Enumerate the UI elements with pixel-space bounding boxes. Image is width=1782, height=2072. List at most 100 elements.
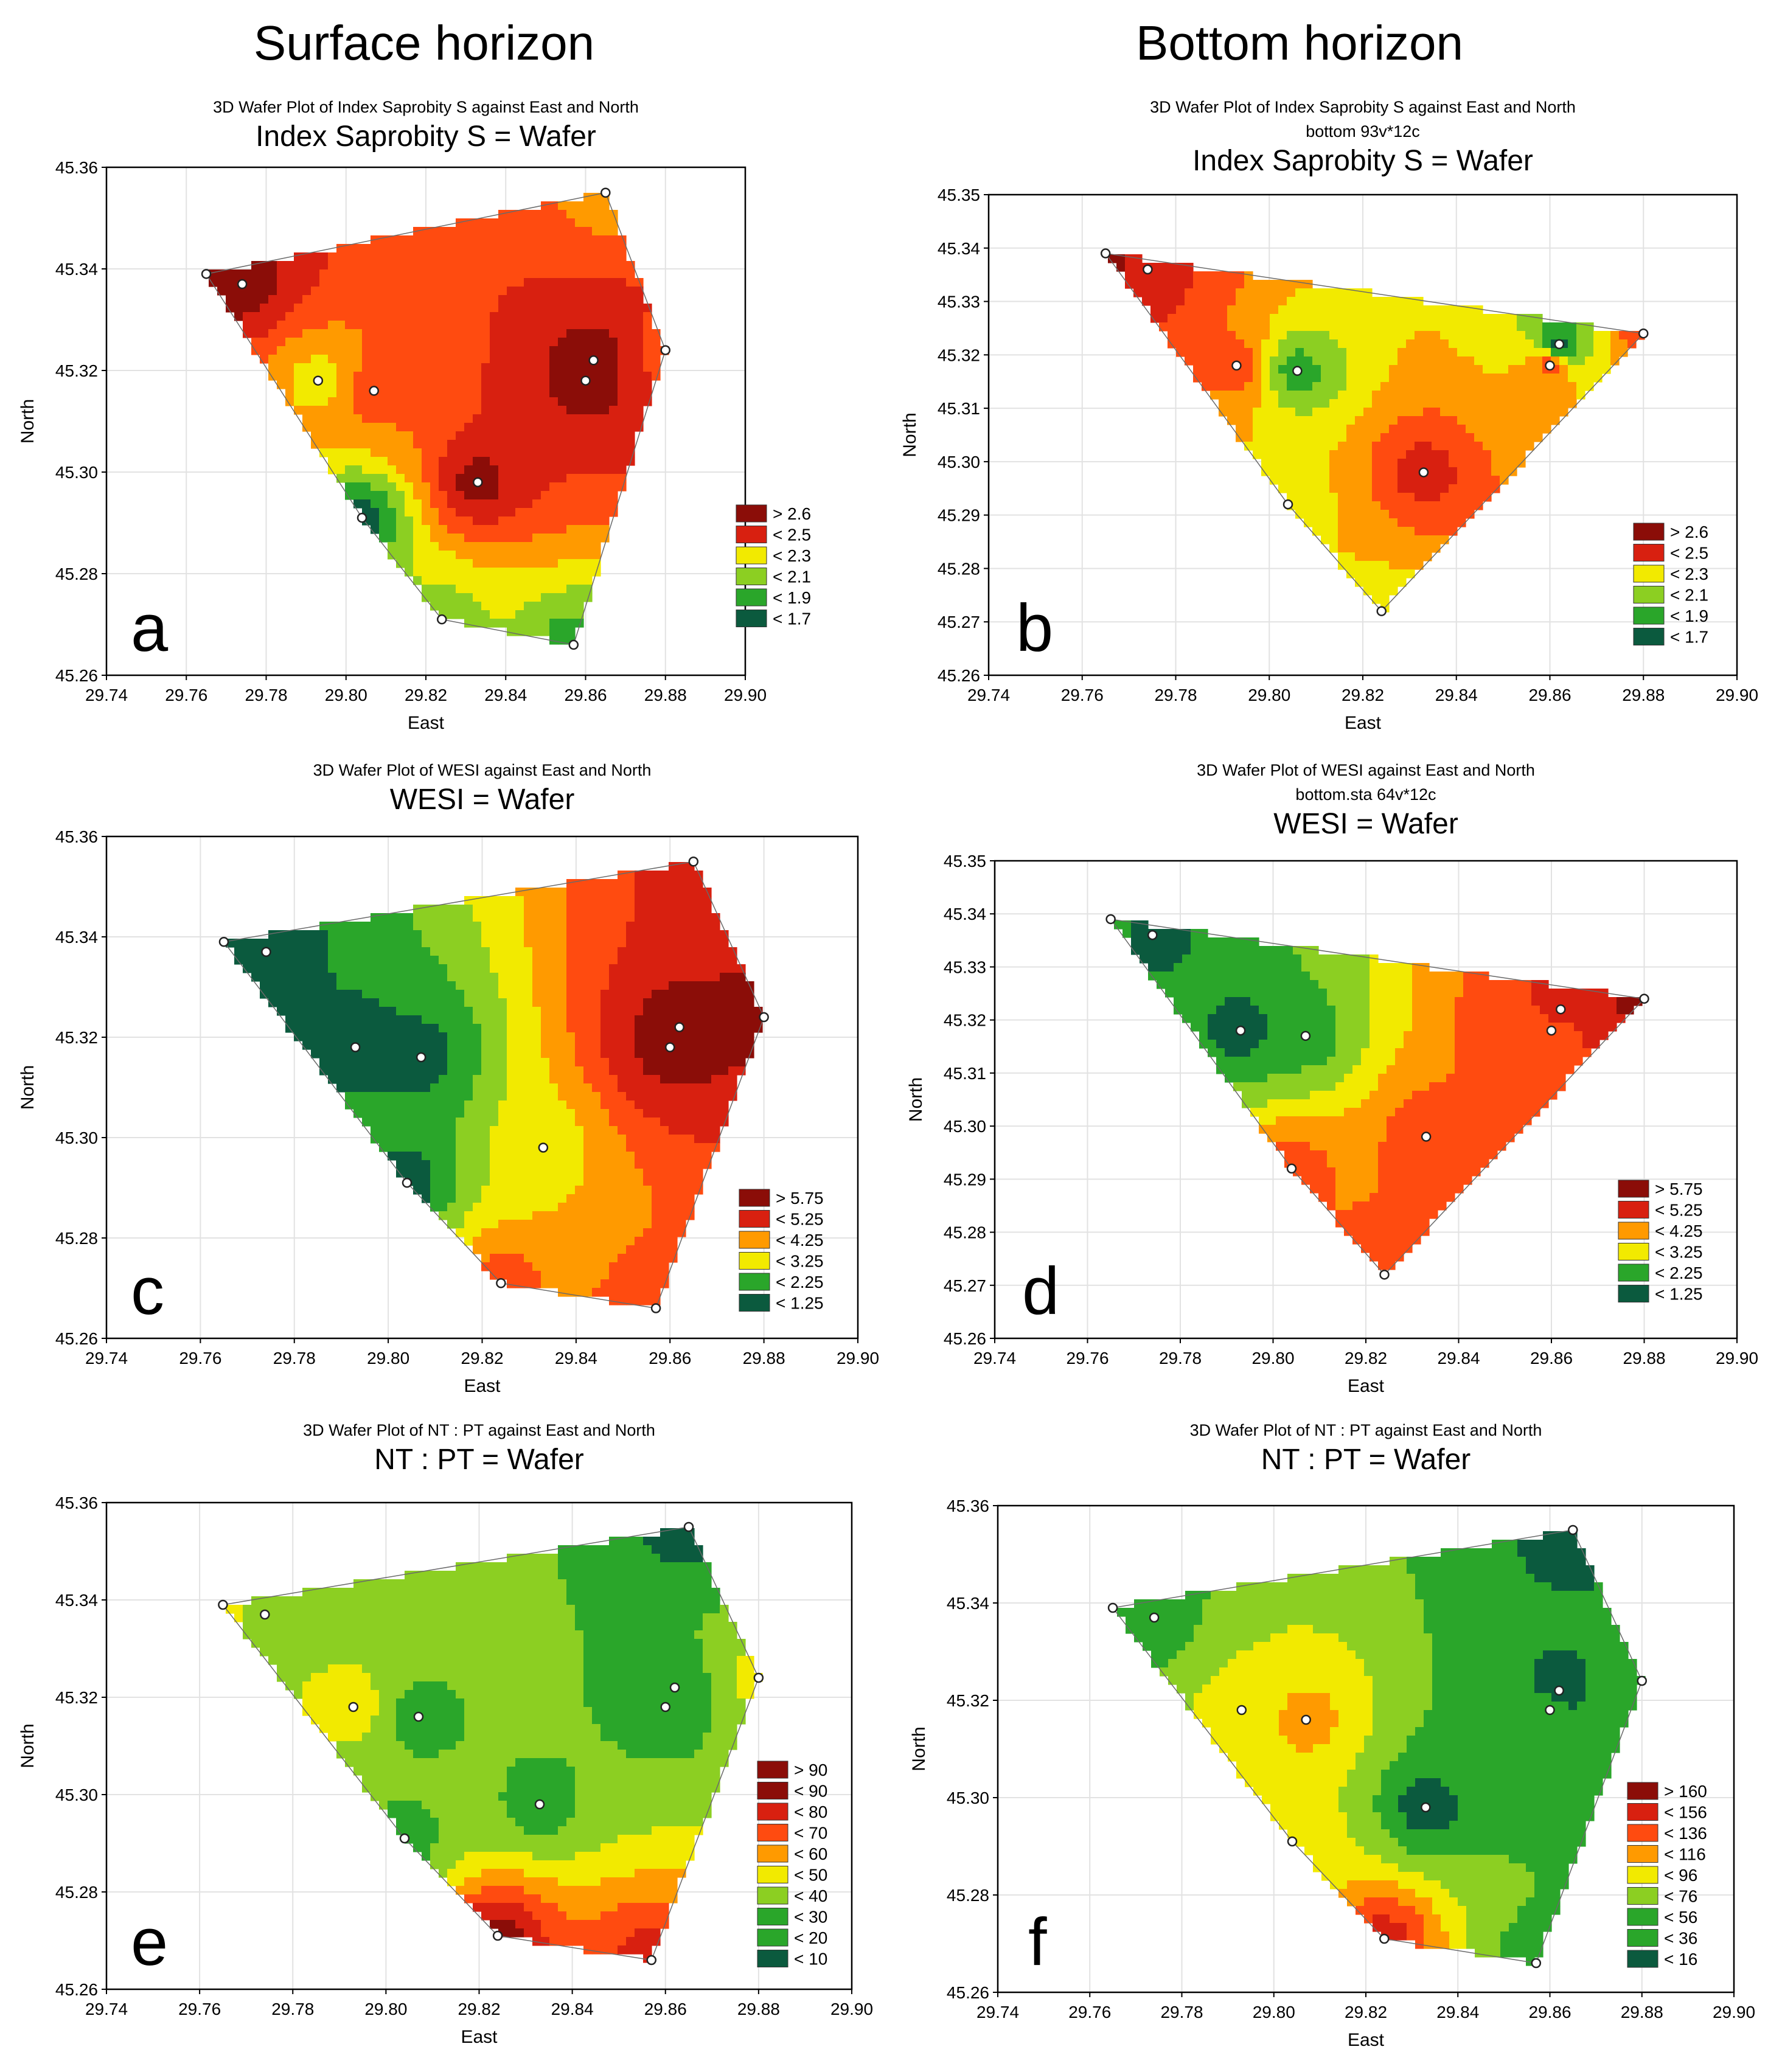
surface-cell [1133, 263, 1143, 272]
surface-cell [447, 559, 456, 568]
surface-cell [1236, 374, 1245, 383]
surface-cell [635, 1135, 644, 1144]
surface-cell [362, 998, 371, 1007]
surface-cell [1133, 271, 1143, 280]
surface-cell [592, 516, 601, 526]
surface-cell [439, 1032, 448, 1041]
surface-cell [1236, 314, 1245, 323]
surface-cell [422, 321, 431, 330]
surface-cell [1449, 322, 1458, 332]
surface-cell [490, 346, 499, 355]
surface-cell [532, 576, 541, 585]
surface-cell [439, 990, 448, 999]
surface-cell [592, 973, 601, 982]
surface-cell [379, 431, 388, 440]
surface-cell [328, 321, 337, 330]
surface-cell [447, 1100, 456, 1110]
surface-cell [464, 1007, 473, 1016]
surface-cell [481, 542, 490, 551]
surface-cell [524, 1049, 533, 1059]
surface-cell [319, 287, 329, 296]
surface-cell [609, 295, 618, 304]
surface-cell [405, 1152, 414, 1161]
panel-letter: a [131, 591, 169, 666]
surface-cell [464, 1126, 473, 1135]
surface-cell [592, 465, 601, 475]
surface-cell [294, 261, 303, 270]
surface-cell [643, 389, 652, 398]
surface-cell [413, 474, 422, 483]
surface-cell [541, 499, 550, 509]
surface-cell [1432, 484, 1441, 493]
surface-cell [507, 1109, 516, 1118]
surface-cell [379, 321, 388, 330]
surface-cell [473, 1126, 482, 1135]
surface-cell [1432, 339, 1441, 349]
surface-cell [728, 1049, 737, 1059]
surface-cell [1346, 442, 1356, 451]
surface-cell [558, 964, 567, 973]
surface-cell [1466, 416, 1475, 425]
surface-cell [660, 990, 669, 999]
surface-cell [1312, 501, 1321, 510]
surface-cell [481, 431, 490, 440]
surface-cell [566, 1186, 576, 1195]
surface-cell [600, 338, 610, 347]
surface-cell [336, 964, 346, 973]
surface-cell [541, 346, 550, 355]
surface-cell [541, 1075, 550, 1084]
surface-cell [677, 1118, 686, 1127]
surface-cell [456, 287, 465, 296]
surface-cell [524, 516, 533, 526]
surface-cell [498, 363, 507, 372]
surface-cell [481, 1186, 490, 1195]
surface-cell [1321, 535, 1330, 544]
surface-cell [1338, 535, 1347, 544]
surface-cell [1261, 382, 1270, 391]
surface-cell [1355, 459, 1364, 468]
surface-cell [1312, 322, 1321, 332]
surface-cell [1466, 510, 1475, 519]
surface-cell [302, 312, 312, 321]
surface-cell [1355, 356, 1364, 366]
surface-cell [336, 380, 346, 389]
surface-cell [302, 389, 312, 398]
surface-cell [413, 269, 422, 279]
surface-cell [1329, 382, 1338, 391]
surface-cell [1295, 425, 1304, 434]
surface-cell [319, 1058, 329, 1067]
surface-cell [1380, 595, 1390, 604]
surface-cell [1423, 459, 1432, 468]
surface-cell [737, 1007, 746, 1016]
surface-cell [618, 1100, 627, 1110]
surface-cell [549, 576, 559, 585]
surface-cell [609, 287, 618, 296]
surface-cell [439, 252, 448, 262]
surface-cell [439, 278, 448, 287]
surface-cell [1295, 416, 1304, 425]
surface-cell [558, 508, 567, 517]
surface-cell [1227, 280, 1236, 289]
surface-cell [524, 1066, 533, 1076]
surface-cell [618, 1211, 627, 1220]
surface-cell [1440, 442, 1449, 451]
surface-cell [302, 338, 312, 347]
surface-cell [583, 499, 593, 509]
surface-cell [490, 610, 499, 619]
surface-cell [549, 1152, 559, 1161]
surface-cell [600, 1024, 610, 1033]
surface-cell [1295, 391, 1304, 400]
surface-cell [311, 981, 320, 990]
surface-cell [1415, 391, 1424, 400]
surface-cell [1346, 501, 1356, 510]
surface-cell [447, 1160, 456, 1169]
surface-cell [703, 1092, 712, 1101]
surface-cell [575, 559, 584, 568]
surface-cell [490, 1092, 499, 1101]
surface-cell [549, 585, 559, 594]
surface-cell [1363, 348, 1373, 357]
surface-cell [456, 990, 465, 999]
surface-cell [473, 1024, 482, 1033]
surface-cell [1474, 442, 1483, 451]
surface-cell [371, 261, 380, 270]
